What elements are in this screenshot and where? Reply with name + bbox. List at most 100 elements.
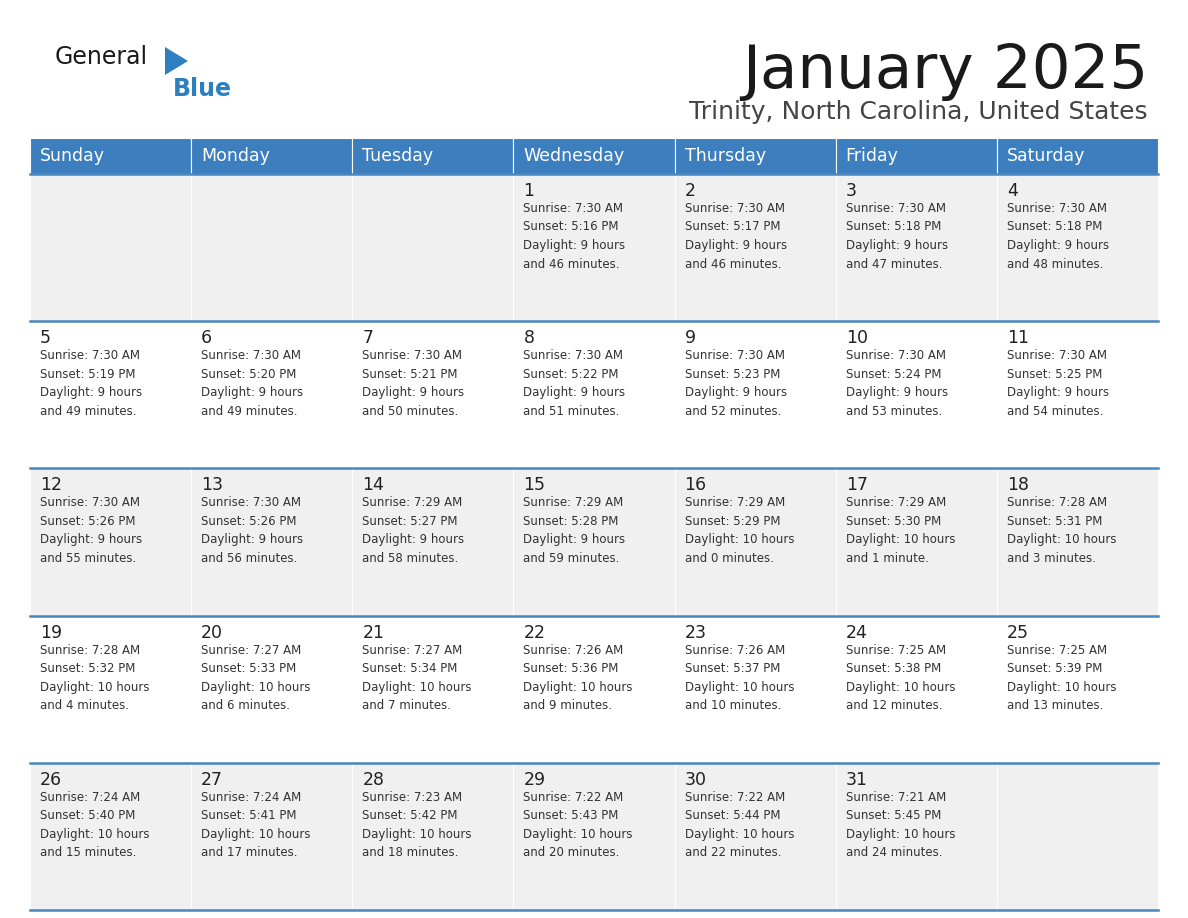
Text: Sunrise: 7:25 AM
Sunset: 5:39 PM
Daylight: 10 hours
and 13 minutes.: Sunrise: 7:25 AM Sunset: 5:39 PM Dayligh… (1007, 644, 1117, 712)
Bar (675, 616, 835, 763)
Bar (353, 616, 513, 763)
Bar (675, 321, 835, 468)
Text: 31: 31 (846, 771, 867, 789)
Text: Sunrise: 7:30 AM
Sunset: 5:25 PM
Daylight: 9 hours
and 54 minutes.: Sunrise: 7:30 AM Sunset: 5:25 PM Dayligh… (1007, 349, 1108, 418)
Text: Monday: Monday (201, 147, 270, 165)
Text: 12: 12 (40, 476, 62, 495)
Text: 15: 15 (524, 476, 545, 495)
Text: Wednesday: Wednesday (524, 147, 625, 165)
Text: 11: 11 (1007, 330, 1029, 347)
Text: 8: 8 (524, 330, 535, 347)
Text: 5: 5 (40, 330, 51, 347)
Text: 26: 26 (40, 771, 62, 789)
Text: 7: 7 (362, 330, 373, 347)
Text: 19: 19 (40, 623, 62, 642)
Text: Friday: Friday (846, 147, 898, 165)
Bar (997, 138, 1158, 174)
Bar (835, 616, 997, 763)
Text: 27: 27 (201, 771, 223, 789)
Text: 24: 24 (846, 623, 867, 642)
Text: 6: 6 (201, 330, 213, 347)
Bar (835, 763, 997, 910)
Text: Sunrise: 7:30 AM
Sunset: 5:19 PM
Daylight: 9 hours
and 49 minutes.: Sunrise: 7:30 AM Sunset: 5:19 PM Dayligh… (40, 349, 143, 418)
Text: Sunrise: 7:29 AM
Sunset: 5:29 PM
Daylight: 10 hours
and 0 minutes.: Sunrise: 7:29 AM Sunset: 5:29 PM Dayligh… (684, 497, 794, 565)
Bar (191, 763, 353, 910)
Bar (675, 763, 835, 910)
Text: 13: 13 (201, 476, 223, 495)
Polygon shape (165, 47, 188, 75)
Text: Sunrise: 7:30 AM
Sunset: 5:20 PM
Daylight: 9 hours
and 49 minutes.: Sunrise: 7:30 AM Sunset: 5:20 PM Dayligh… (201, 349, 303, 418)
Bar (30, 616, 191, 763)
Bar (30, 174, 191, 321)
Text: Sunrise: 7:27 AM
Sunset: 5:33 PM
Daylight: 10 hours
and 6 minutes.: Sunrise: 7:27 AM Sunset: 5:33 PM Dayligh… (201, 644, 310, 712)
Text: 22: 22 (524, 623, 545, 642)
Bar (997, 763, 1158, 910)
Bar (513, 174, 675, 321)
Text: Sunrise: 7:30 AM
Sunset: 5:24 PM
Daylight: 9 hours
and 53 minutes.: Sunrise: 7:30 AM Sunset: 5:24 PM Dayligh… (846, 349, 948, 418)
Text: 18: 18 (1007, 476, 1029, 495)
Text: Sunrise: 7:26 AM
Sunset: 5:37 PM
Daylight: 10 hours
and 10 minutes.: Sunrise: 7:26 AM Sunset: 5:37 PM Dayligh… (684, 644, 794, 712)
Bar (30, 468, 191, 616)
Text: Sunrise: 7:30 AM
Sunset: 5:23 PM
Daylight: 9 hours
and 52 minutes.: Sunrise: 7:30 AM Sunset: 5:23 PM Dayligh… (684, 349, 786, 418)
Text: 30: 30 (684, 771, 707, 789)
Text: Blue: Blue (173, 77, 232, 101)
Text: 17: 17 (846, 476, 867, 495)
Bar (675, 138, 835, 174)
Bar (353, 138, 513, 174)
Text: 10: 10 (846, 330, 867, 347)
Text: Trinity, North Carolina, United States: Trinity, North Carolina, United States (689, 100, 1148, 124)
Text: 20: 20 (201, 623, 223, 642)
Text: 23: 23 (684, 623, 707, 642)
Bar (191, 174, 353, 321)
Text: Sunrise: 7:24 AM
Sunset: 5:40 PM
Daylight: 10 hours
and 15 minutes.: Sunrise: 7:24 AM Sunset: 5:40 PM Dayligh… (40, 790, 150, 859)
Bar (997, 616, 1158, 763)
Text: Saturday: Saturday (1007, 147, 1085, 165)
Text: General: General (55, 45, 148, 69)
Bar (191, 321, 353, 468)
Text: Sunrise: 7:30 AM
Sunset: 5:21 PM
Daylight: 9 hours
and 50 minutes.: Sunrise: 7:30 AM Sunset: 5:21 PM Dayligh… (362, 349, 465, 418)
Text: Sunrise: 7:29 AM
Sunset: 5:27 PM
Daylight: 9 hours
and 58 minutes.: Sunrise: 7:29 AM Sunset: 5:27 PM Dayligh… (362, 497, 465, 565)
Text: 4: 4 (1007, 182, 1018, 200)
Text: 2: 2 (684, 182, 695, 200)
Text: Sunrise: 7:29 AM
Sunset: 5:28 PM
Daylight: 9 hours
and 59 minutes.: Sunrise: 7:29 AM Sunset: 5:28 PM Dayligh… (524, 497, 626, 565)
Text: Sunrise: 7:24 AM
Sunset: 5:41 PM
Daylight: 10 hours
and 17 minutes.: Sunrise: 7:24 AM Sunset: 5:41 PM Dayligh… (201, 790, 310, 859)
Bar (513, 138, 675, 174)
Bar (30, 763, 191, 910)
Text: Sunrise: 7:25 AM
Sunset: 5:38 PM
Daylight: 10 hours
and 12 minutes.: Sunrise: 7:25 AM Sunset: 5:38 PM Dayligh… (846, 644, 955, 712)
Bar (353, 321, 513, 468)
Text: January 2025: January 2025 (741, 42, 1148, 101)
Text: Sunrise: 7:30 AM
Sunset: 5:26 PM
Daylight: 9 hours
and 55 minutes.: Sunrise: 7:30 AM Sunset: 5:26 PM Dayligh… (40, 497, 143, 565)
Bar (191, 616, 353, 763)
Text: Sunrise: 7:29 AM
Sunset: 5:30 PM
Daylight: 10 hours
and 1 minute.: Sunrise: 7:29 AM Sunset: 5:30 PM Dayligh… (846, 497, 955, 565)
Bar (513, 468, 675, 616)
Text: Sunrise: 7:30 AM
Sunset: 5:26 PM
Daylight: 9 hours
and 56 minutes.: Sunrise: 7:30 AM Sunset: 5:26 PM Dayligh… (201, 497, 303, 565)
Text: 29: 29 (524, 771, 545, 789)
Text: Sunrise: 7:23 AM
Sunset: 5:42 PM
Daylight: 10 hours
and 18 minutes.: Sunrise: 7:23 AM Sunset: 5:42 PM Dayligh… (362, 790, 472, 859)
Bar (513, 616, 675, 763)
Text: Sunrise: 7:22 AM
Sunset: 5:44 PM
Daylight: 10 hours
and 22 minutes.: Sunrise: 7:22 AM Sunset: 5:44 PM Dayligh… (684, 790, 794, 859)
Bar (997, 174, 1158, 321)
Text: Sunrise: 7:22 AM
Sunset: 5:43 PM
Daylight: 10 hours
and 20 minutes.: Sunrise: 7:22 AM Sunset: 5:43 PM Dayligh… (524, 790, 633, 859)
Bar (675, 174, 835, 321)
Bar (675, 468, 835, 616)
Text: Sunrise: 7:30 AM
Sunset: 5:17 PM
Daylight: 9 hours
and 46 minutes.: Sunrise: 7:30 AM Sunset: 5:17 PM Dayligh… (684, 202, 786, 271)
Text: 14: 14 (362, 476, 384, 495)
Bar (353, 174, 513, 321)
Text: Sunrise: 7:27 AM
Sunset: 5:34 PM
Daylight: 10 hours
and 7 minutes.: Sunrise: 7:27 AM Sunset: 5:34 PM Dayligh… (362, 644, 472, 712)
Text: Sunrise: 7:26 AM
Sunset: 5:36 PM
Daylight: 10 hours
and 9 minutes.: Sunrise: 7:26 AM Sunset: 5:36 PM Dayligh… (524, 644, 633, 712)
Text: 3: 3 (846, 182, 857, 200)
Bar (353, 468, 513, 616)
Bar (997, 321, 1158, 468)
Text: Tuesday: Tuesday (362, 147, 434, 165)
Bar (997, 468, 1158, 616)
Text: 9: 9 (684, 330, 696, 347)
Text: 21: 21 (362, 623, 384, 642)
Text: Sunrise: 7:30 AM
Sunset: 5:18 PM
Daylight: 9 hours
and 47 minutes.: Sunrise: 7:30 AM Sunset: 5:18 PM Dayligh… (846, 202, 948, 271)
Bar (191, 138, 353, 174)
Text: Sunrise: 7:21 AM
Sunset: 5:45 PM
Daylight: 10 hours
and 24 minutes.: Sunrise: 7:21 AM Sunset: 5:45 PM Dayligh… (846, 790, 955, 859)
Bar (191, 468, 353, 616)
Bar (835, 138, 997, 174)
Bar (835, 321, 997, 468)
Text: Sunday: Sunday (40, 147, 105, 165)
Bar (835, 468, 997, 616)
